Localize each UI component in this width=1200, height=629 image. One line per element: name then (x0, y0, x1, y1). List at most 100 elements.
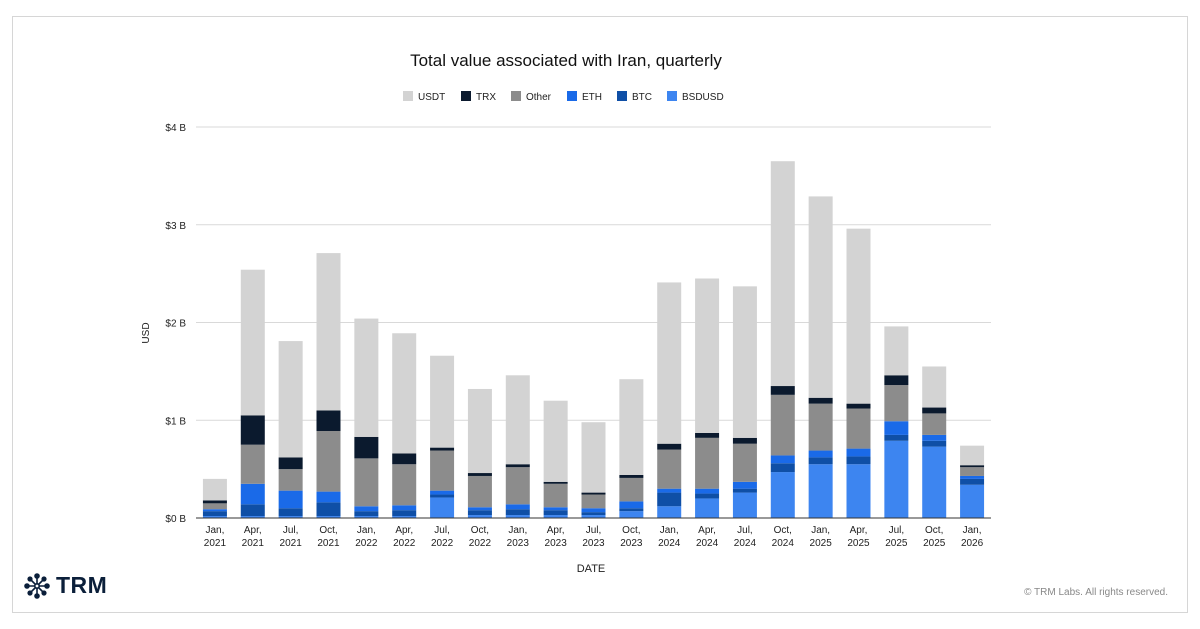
bar-segment-bsdusd (392, 516, 417, 518)
legend-swatch (511, 91, 521, 101)
brand-name: TRM (56, 572, 108, 598)
bar-segment-trx (619, 474, 644, 478)
trm-logo: TRM (24, 572, 107, 599)
x-tick-label: 2021 (280, 538, 303, 549)
bar-segment-eth (808, 450, 833, 458)
x-tick-label: Apr, (850, 525, 868, 536)
bar-segment-usdt (884, 326, 909, 376)
bar-segment-trx (695, 432, 720, 438)
bar-segment-trx (846, 403, 871, 409)
bar-segment-other (581, 494, 606, 509)
bar-segment-bsdusd (884, 440, 909, 518)
x-tick-label: Jan, (205, 525, 224, 536)
bar-segment-bsdusd (922, 446, 947, 518)
bar-segment-usdt (543, 400, 568, 482)
x-axis-ticks: Jan, 2021 Apr, 2021 Jul, 2021 Oct, 2021 Jan, 2022… (204, 525, 984, 549)
x-tick-label: Jul, (889, 525, 905, 536)
bar-stack (884, 326, 909, 518)
x-tick-label: Jan, (811, 525, 830, 536)
legend-item-trx: TRX (461, 91, 496, 103)
bar-segment-eth (732, 481, 757, 489)
bar-segment-usdt (278, 341, 303, 458)
chart-title: Total value associated with Iran, quarte… (410, 51, 722, 70)
y-tick-label: $0 B (165, 514, 186, 525)
x-tick-label: Jan, (357, 525, 376, 536)
legend-label: USDT (418, 92, 445, 103)
bar-stack (467, 388, 492, 518)
bar-segment-other (732, 443, 757, 482)
bar-segment-eth (505, 504, 530, 510)
bar-stack (732, 286, 757, 518)
bar-segment-usdt (467, 388, 492, 474)
bar-segment-usdt (695, 278, 720, 433)
bar-segment-other (202, 503, 227, 510)
bar-segment-other (354, 458, 379, 507)
bar-segment-usdt (770, 161, 795, 387)
bar-segment-btc (619, 508, 644, 512)
bar-segment-trx (960, 465, 985, 468)
bar-stack (960, 445, 985, 518)
bar-segment-bsdusd (695, 498, 720, 518)
bar-segment-eth (392, 505, 417, 511)
bar-segment-usdt (619, 379, 644, 475)
x-tick-label: Jul, (737, 525, 753, 536)
x-tick-label: Apr, (244, 525, 262, 536)
bar-segment-trx (884, 375, 909, 386)
x-tick-label: 2021 (204, 538, 227, 549)
bar-segment-bsdusd (354, 516, 379, 518)
bar-segment-bsdusd (278, 516, 303, 518)
bar-segment-trx (581, 492, 606, 495)
y-tick-label: $4 B (165, 123, 186, 134)
bar-segment-usdt (392, 333, 417, 454)
bar-segment-btc (354, 511, 379, 517)
x-tick-label: 2023 (545, 538, 568, 549)
legend-swatch (403, 91, 413, 101)
bar-segment-eth (619, 501, 644, 509)
bar-stack (922, 366, 947, 518)
bar-segment-bsdusd (543, 515, 568, 518)
bar-stack (354, 318, 379, 518)
bar-segment-other (657, 449, 682, 489)
x-tick-label: Oct, (925, 525, 943, 536)
bar-segment-trx (808, 397, 833, 404)
x-tick-label: 2022 (431, 538, 454, 549)
bar-segment-usdt (354, 318, 379, 437)
bar-segment-trx (505, 464, 530, 468)
y-tick-label: $1 B (165, 416, 186, 427)
x-tick-label: 2024 (734, 538, 757, 549)
y-axis-ticks: $0 B $1 B $2 B $3 B $4 B (165, 123, 186, 525)
legend-label: BTC (632, 92, 652, 103)
bar-segment-other (392, 464, 417, 506)
legend-item-btc: BTC (617, 91, 652, 103)
y-tick-label: $3 B (165, 221, 186, 232)
bar-segment-eth (657, 488, 682, 493)
bar-segment-bsdusd (770, 472, 795, 518)
bar-segment-eth (922, 434, 947, 441)
bar-segment-other (316, 431, 341, 492)
legend-label: BSDUSD (682, 92, 724, 103)
bar-stack (770, 161, 795, 518)
bar-segment-eth (278, 490, 303, 509)
bar-segment-eth (543, 507, 568, 511)
legend-swatch (567, 91, 577, 101)
legend-label: Other (526, 92, 552, 103)
bar-segment-other (884, 385, 909, 422)
bar-segment-eth (202, 509, 227, 512)
bar-segment-btc (695, 493, 720, 499)
bar-stack (657, 282, 682, 518)
copyright-text: © TRM Labs. All rights reserved. (1024, 587, 1168, 598)
legend-item-eth: ETH (567, 91, 602, 103)
bar-segment-btc (960, 478, 985, 485)
bar-segment-btc (392, 510, 417, 517)
x-tick-label: 2022 (393, 538, 416, 549)
bar-segment-btc (467, 510, 492, 516)
bar-segment-bsdusd (505, 515, 530, 518)
bar-stack (240, 269, 265, 518)
x-tick-label: Oct, (622, 525, 640, 536)
bar-segment-other (505, 467, 530, 505)
bar-segment-usdt (505, 375, 530, 465)
bar-segment-btc (581, 512, 606, 516)
bar-segment-usdt (808, 196, 833, 398)
x-tick-label: 2025 (810, 538, 833, 549)
